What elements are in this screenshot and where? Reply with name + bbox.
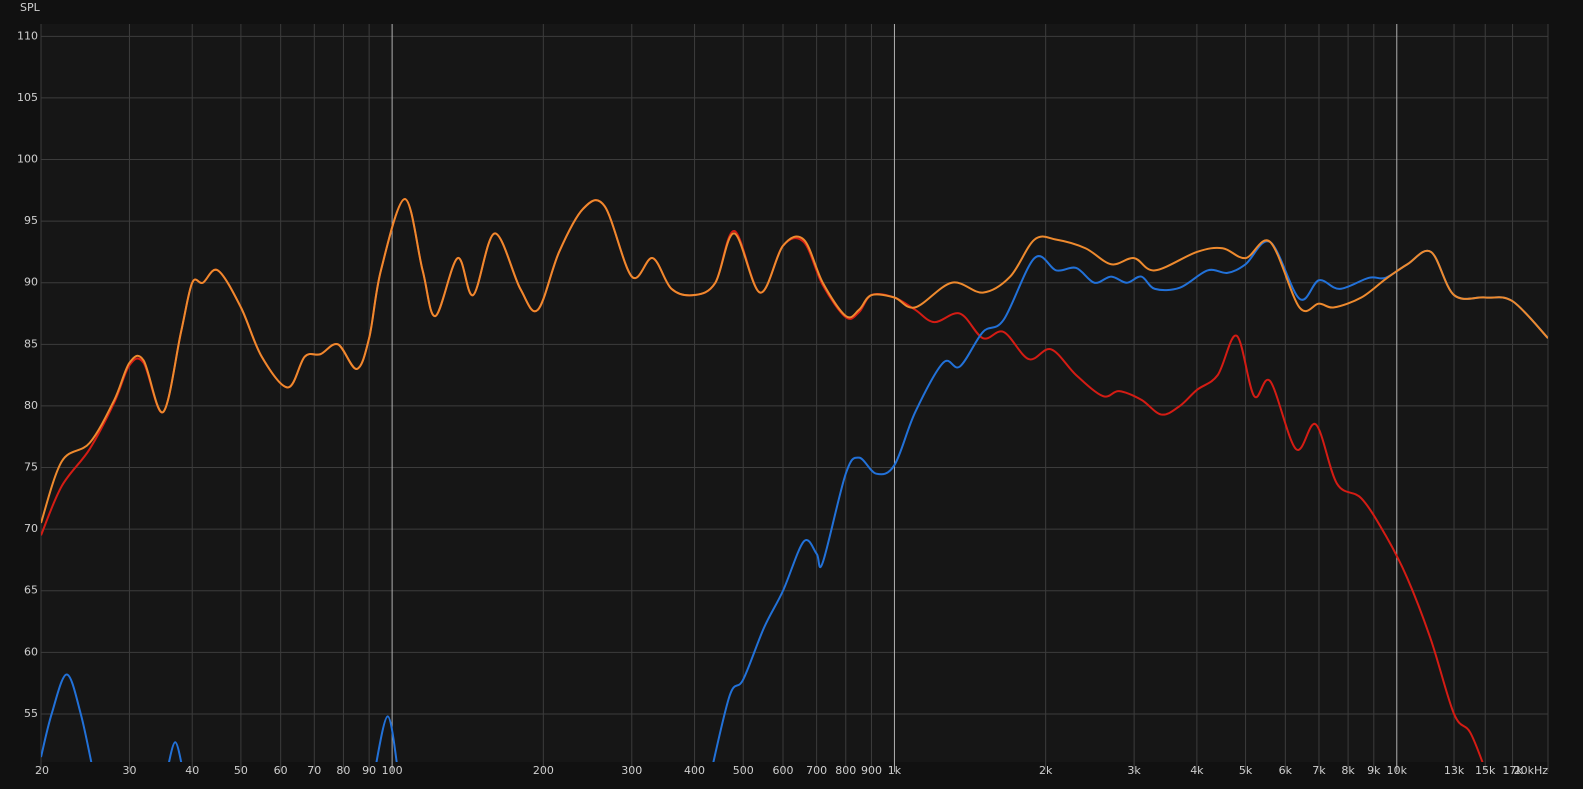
series-line (168, 741, 183, 762)
series-line (375, 715, 398, 762)
x-tick-label: 8k (1341, 764, 1355, 777)
x-tick-label: 100 (382, 764, 403, 777)
x-tick-label: 300 (621, 764, 642, 777)
x-tick-label: 800 (835, 764, 856, 777)
y-tick-label: 55 (24, 707, 38, 720)
x-tick-label: 80 (336, 764, 350, 777)
y-axis-label: SPL (20, 1, 41, 14)
plot-area (41, 24, 1548, 762)
x-tick-label: 2k (1039, 764, 1053, 777)
x-tick-label: 30 (122, 764, 136, 777)
y-tick-label: 105 (17, 91, 38, 104)
lines (41, 197, 1548, 762)
x-tick-label: 15k (1475, 764, 1496, 777)
y-tick-label: 60 (24, 645, 38, 658)
x-tick-label: 17k (1502, 764, 1523, 777)
x-tick-label: 500 (733, 764, 754, 777)
x-tick-label: 9k (1367, 764, 1381, 777)
x-tick-label: 600 (773, 764, 794, 777)
x-tick-label: 4k (1190, 764, 1204, 777)
x-tick-label: 70 (307, 764, 321, 777)
x-tick-label: 13k (1444, 764, 1465, 777)
x-tick-label: 60 (274, 764, 288, 777)
x-tick-label: 20kHz (1514, 764, 1549, 777)
x-tick-label: 900 (861, 764, 882, 777)
y-tick-label: 65 (24, 584, 38, 597)
x-tick-label: 20 (35, 764, 49, 777)
x-tick-label: 700 (806, 764, 827, 777)
x-tick-label: 1k (888, 764, 902, 777)
y-tick-label: 85 (24, 337, 38, 350)
x-tick-label: 7k (1312, 764, 1326, 777)
x-tick-label: 5k (1239, 764, 1253, 777)
x-tick-label: 50 (234, 764, 248, 777)
x-tick-label: 400 (684, 764, 705, 777)
y-tick-label: 90 (24, 276, 38, 289)
series-line (41, 197, 1548, 524)
labels: 55 60 65 70 75 80 85 90 95 100 105 110 20 30 40 50 60 70 8… (17, 29, 1548, 777)
y-tick-label: 110 (17, 29, 38, 42)
y-tick-label: 80 (24, 399, 38, 412)
grid (40, 24, 1549, 772)
x-tick-label: 3k (1127, 764, 1141, 777)
x-tick-label: 10k (1387, 764, 1408, 777)
y-tick-label: 95 (24, 214, 38, 227)
x-tick-label: 200 (533, 764, 554, 777)
y-tick-label: 75 (24, 461, 38, 474)
series-line (712, 240, 1548, 762)
x-tick-label: 90 (362, 764, 376, 777)
x-tick-label: 40 (185, 764, 199, 777)
y-tick-label: 100 (17, 153, 38, 166)
series-line (41, 673, 93, 762)
x-tick-label: 6k (1279, 764, 1293, 777)
y-tick-label: 70 (24, 522, 38, 535)
